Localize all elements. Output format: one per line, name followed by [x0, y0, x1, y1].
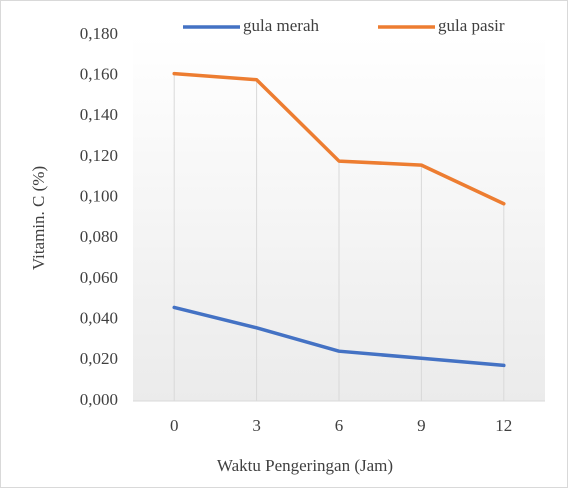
- y-tick-label: 0,080: [80, 227, 118, 246]
- y-axis-title: Vitamin. C (%): [29, 166, 48, 270]
- y-tick-label: 0,040: [80, 309, 118, 328]
- y-tick-label: 0,160: [80, 65, 118, 84]
- x-tick-label: 6: [335, 416, 344, 435]
- series-line: [172, 305, 506, 368]
- y-tick-label: 0,060: [80, 268, 118, 287]
- series-line: [172, 71, 506, 206]
- y-tick-label: 0,140: [80, 105, 118, 124]
- x-tick-label: 0: [170, 416, 179, 435]
- legend-label: gula merah: [243, 16, 319, 35]
- y-tick-label: 0,120: [80, 146, 118, 165]
- y-tick-label: 0,180: [80, 24, 118, 43]
- y-tick-label: 0,020: [80, 349, 118, 368]
- x-tick-label: 12: [495, 416, 512, 435]
- y-tick-label: 0,000: [80, 390, 118, 409]
- x-tick-label: 9: [417, 416, 426, 435]
- y-tick-label: 0,100: [80, 187, 118, 206]
- x-tick-label: 3: [252, 416, 261, 435]
- legend-label: gula pasir: [438, 16, 505, 35]
- x-axis-title: Waktu Pengeringan (Jam): [217, 456, 393, 475]
